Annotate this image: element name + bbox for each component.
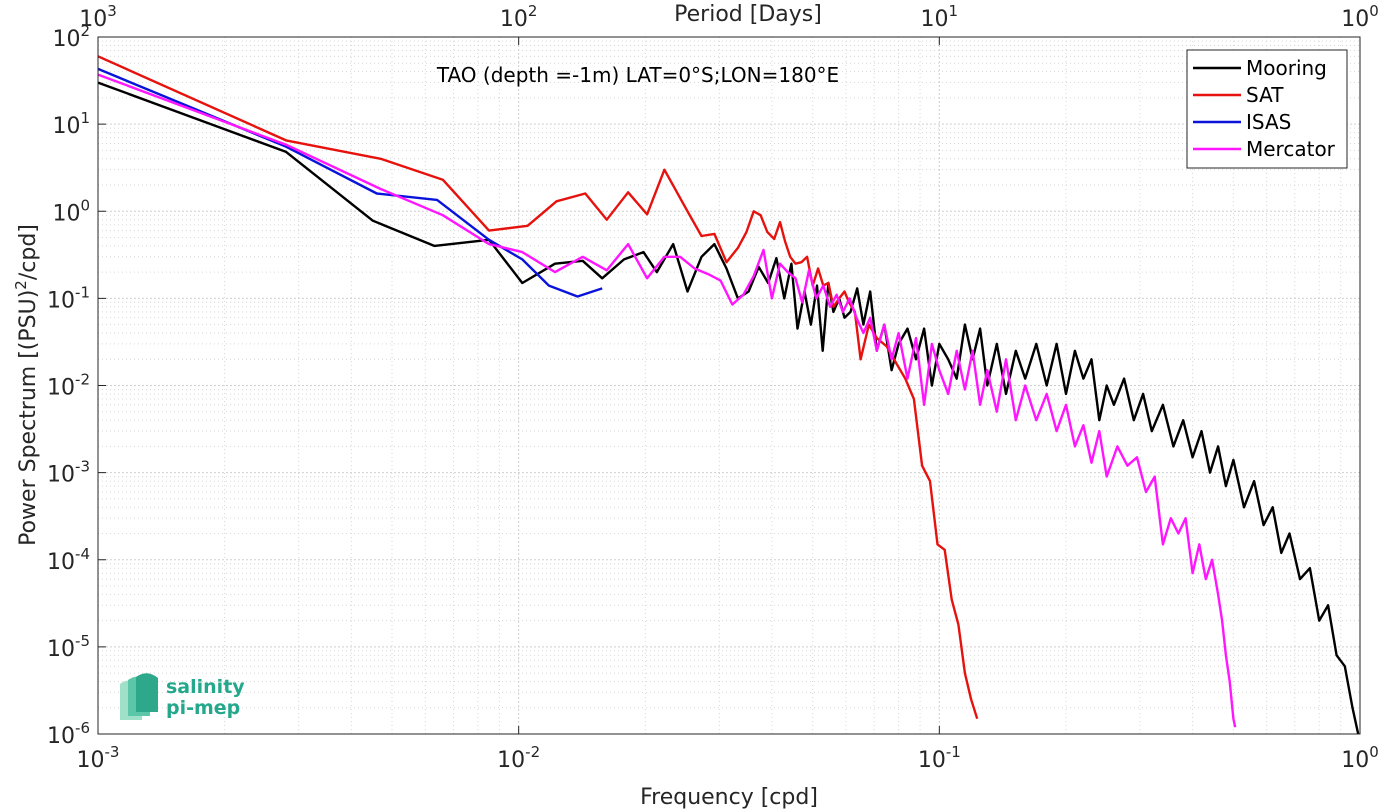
y-tick-label: 100 [52, 196, 90, 226]
x-tick-label: 10-1 [918, 743, 961, 773]
top-tick-label: 103 [79, 2, 117, 32]
logo-line-1: salinity [166, 676, 245, 698]
y-tick-label: 10-2 [47, 371, 90, 401]
y-tick-label: 10-1 [47, 283, 90, 313]
y-tick-label: 10-4 [47, 545, 90, 575]
salinity-pi-mep-logo: salinity pi-mep [120, 673, 245, 720]
y-tick-label: 10-6 [47, 719, 90, 749]
logo-line-2: pi-mep [166, 697, 240, 719]
y-axis-label: Power Spectrum [(PSU)2/cpd] [12, 224, 41, 546]
x-tick-label: 10-2 [497, 743, 540, 773]
y-tick-label: 102 [52, 22, 90, 52]
y-tick-label: 101 [52, 109, 90, 139]
y-tick-label: 10-5 [47, 632, 90, 662]
series-line-isas [97, 67, 603, 298]
legend: Mooring SAT ISAS Mercator [1186, 49, 1348, 169]
chart-title: TAO (depth =-1m) LAT=0°S;LON=180°E [436, 63, 839, 87]
legend-label-mercator: Mercator [1246, 137, 1336, 161]
series-line-sat [97, 55, 979, 720]
logo-mark-icon [120, 673, 158, 720]
top-tick-label: 100 [1341, 2, 1379, 32]
top-axis-label: Period [Days] [674, 2, 822, 27]
top-tick-label: 102 [500, 2, 538, 32]
series-line-mercator [97, 73, 1237, 728]
series-line-mooring [97, 81, 1360, 735]
y-tick-label: 10-3 [47, 458, 90, 488]
legend-label-isas: ISAS [1246, 110, 1291, 134]
x-tick-label: 10-3 [77, 743, 120, 773]
top-tick-label: 101 [921, 2, 959, 32]
x-axis-label: Frequency [cpd] [640, 785, 818, 809]
legend-label-sat: SAT [1246, 83, 1284, 107]
legend-label-mooring: Mooring [1246, 56, 1327, 80]
x-tick-label: 100 [1341, 743, 1379, 773]
series-lines [97, 55, 1360, 735]
